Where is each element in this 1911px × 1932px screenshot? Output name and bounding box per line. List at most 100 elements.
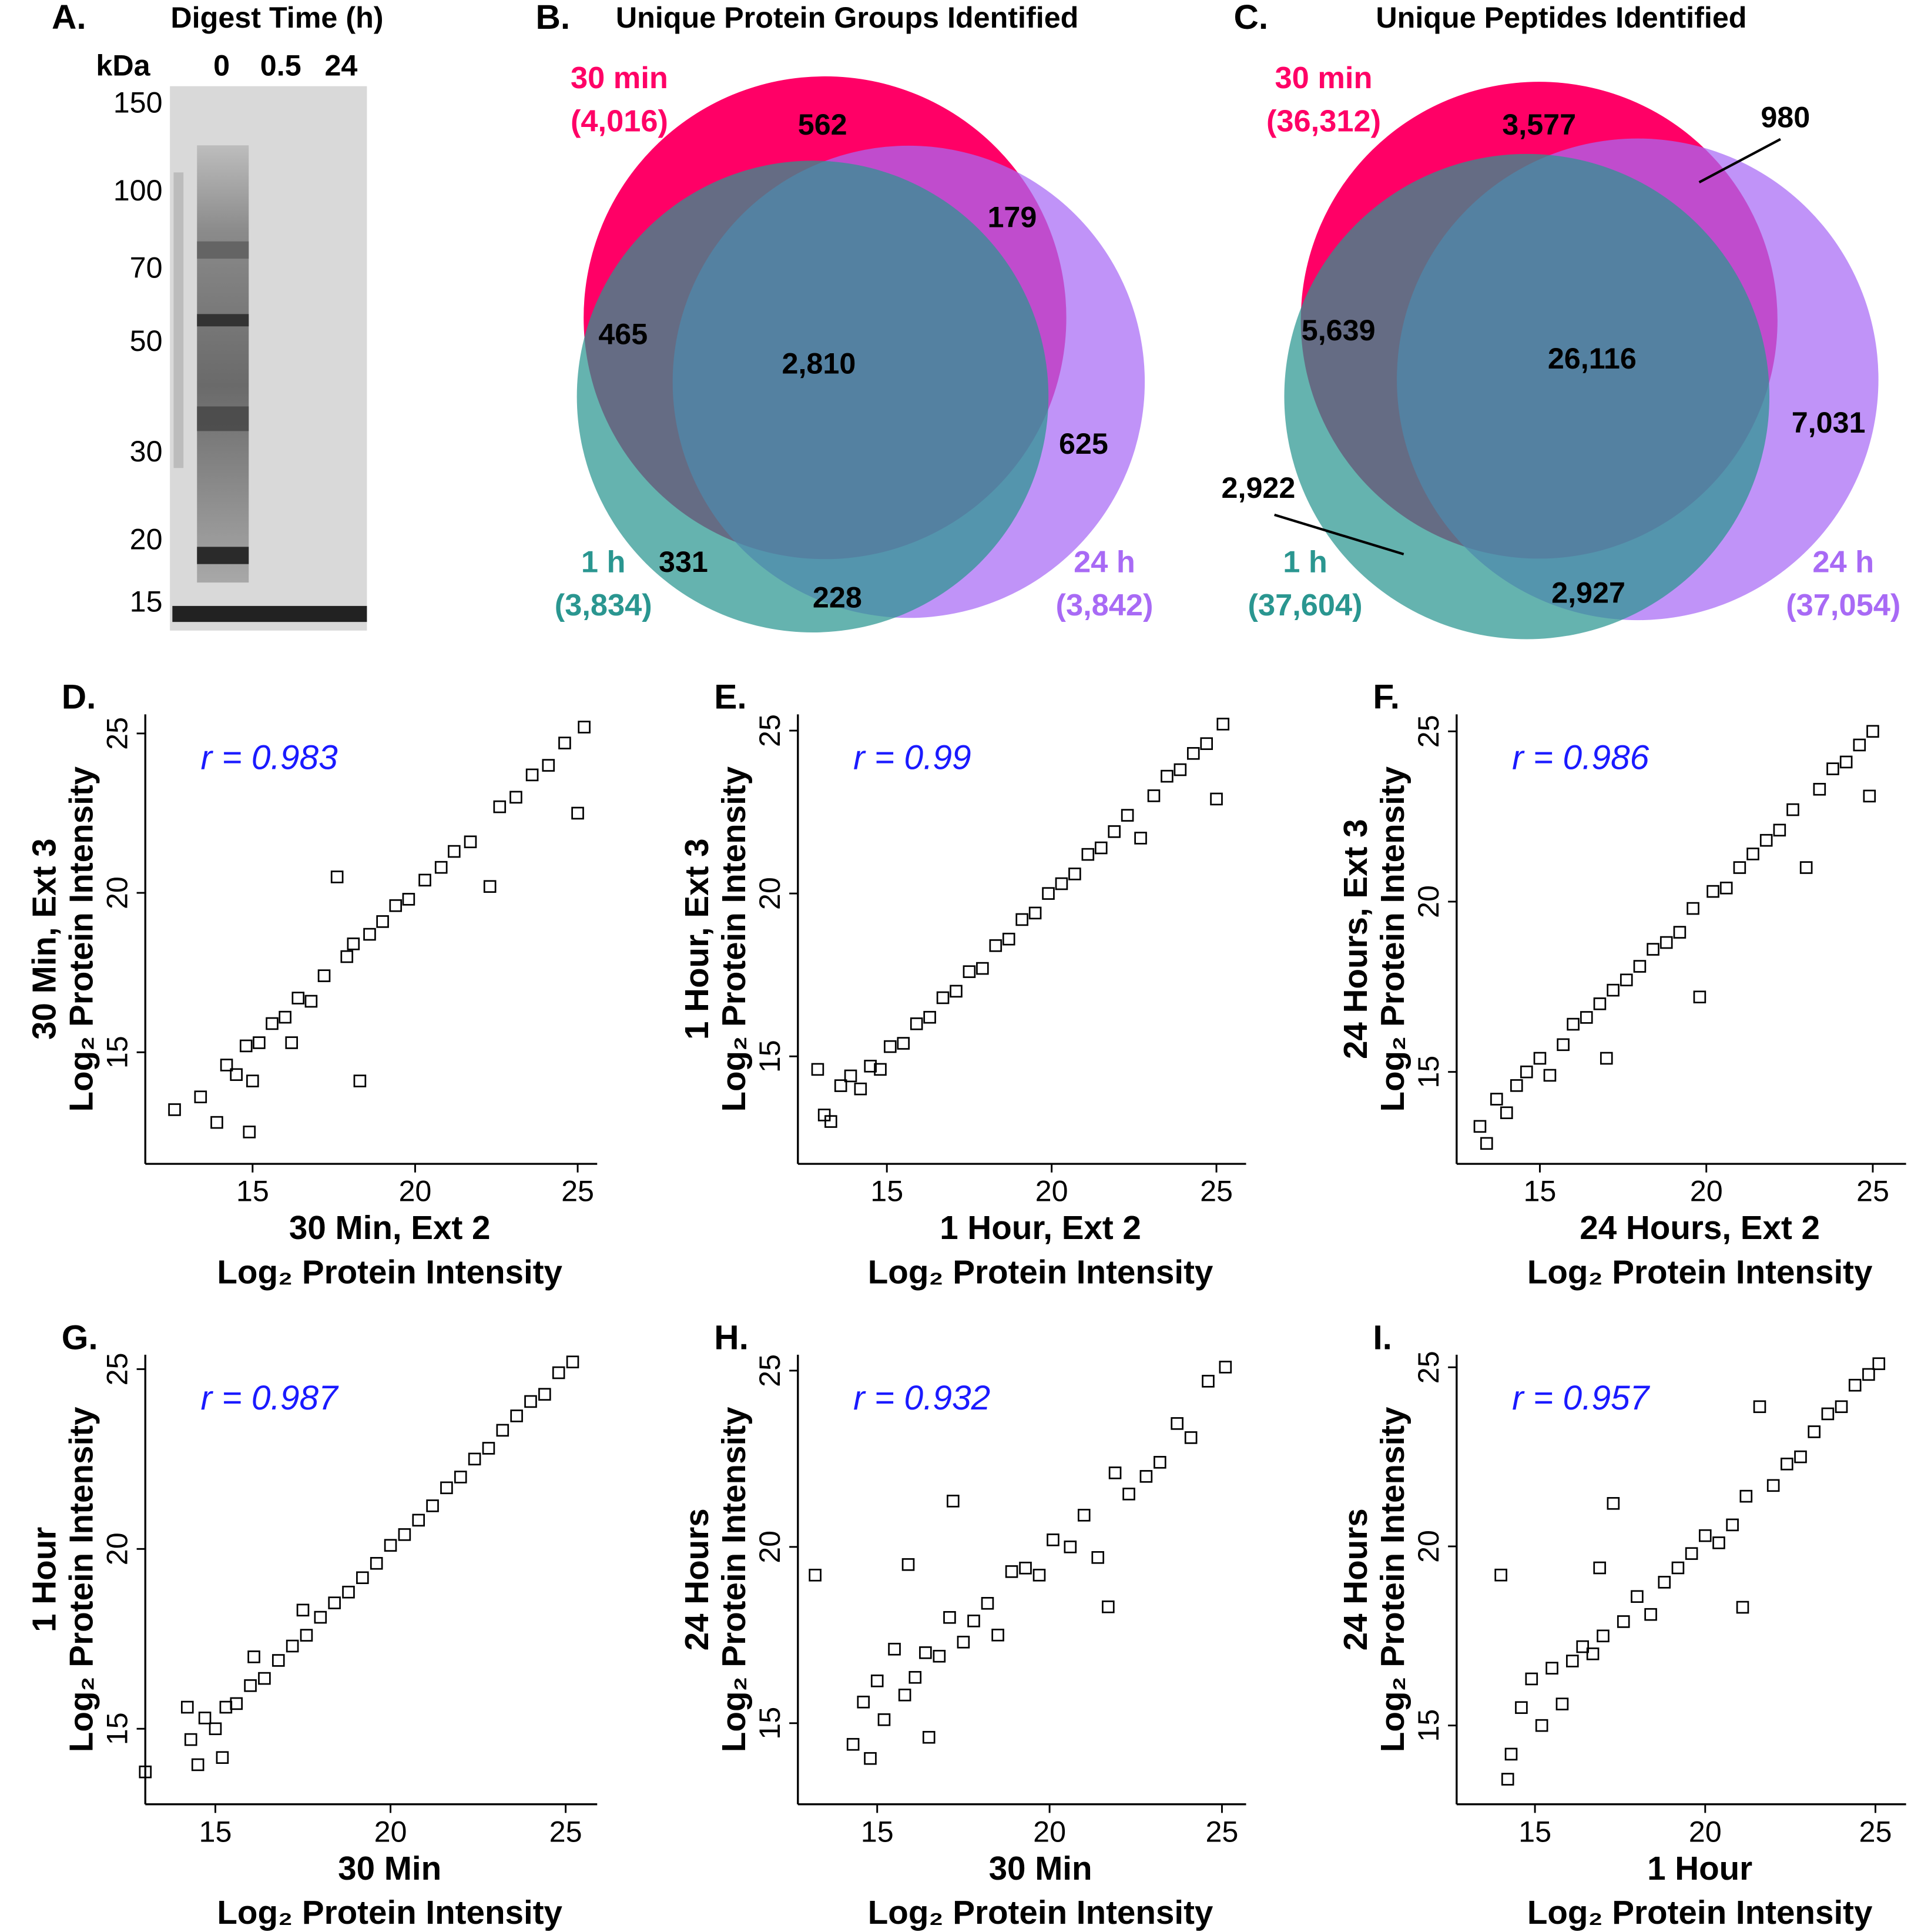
y-tick-label: 15 (1412, 1709, 1445, 1742)
point (1510, 1079, 1523, 1092)
x-axis-label: 24 Hours, Ext 2 (1580, 1209, 1820, 1246)
y-tick-label: 15 (100, 1036, 134, 1069)
point (426, 1499, 439, 1512)
x-tick-label: 25 (1859, 1814, 1892, 1848)
set-size-label: (4,016) (571, 104, 668, 138)
point (1147, 789, 1161, 802)
region-label: 3,577 (1502, 108, 1576, 141)
point (578, 721, 591, 734)
point (496, 1424, 509, 1437)
point (1533, 1052, 1547, 1065)
point (947, 1495, 960, 1508)
point (1200, 737, 1213, 750)
point (363, 928, 376, 941)
x-axis-label: Log₂ Protein Intensity (868, 1894, 1213, 1931)
point (1042, 887, 1055, 900)
point (1216, 718, 1230, 731)
point (1647, 943, 1659, 956)
y-tick-label: 25 (100, 717, 134, 750)
gel-band (172, 605, 367, 622)
point (434, 860, 448, 874)
point (910, 1017, 923, 1030)
point (989, 939, 1003, 952)
point (901, 1558, 915, 1571)
point (943, 1610, 956, 1624)
point (1501, 1773, 1514, 1786)
region-label: 228 (813, 581, 862, 614)
point (296, 1603, 310, 1617)
annotation: r = 0.983 (201, 738, 338, 776)
point (464, 835, 477, 849)
point (854, 1082, 867, 1096)
point (936, 991, 950, 1004)
x-tick-label: 25 (1200, 1174, 1233, 1208)
point (1543, 1069, 1557, 1082)
point (1794, 1450, 1807, 1464)
gel-band (197, 547, 249, 564)
point (1108, 1466, 1122, 1479)
y-tick-label: 15 (1412, 1056, 1445, 1089)
point (888, 1642, 901, 1656)
point (1839, 755, 1853, 769)
point (923, 1010, 936, 1024)
set-size-label: (36,312) (1266, 104, 1381, 138)
region-label: 625 (1059, 427, 1108, 460)
point (258, 1672, 271, 1685)
point (811, 1063, 824, 1076)
point (897, 1037, 910, 1050)
point (991, 1628, 1004, 1642)
point (1848, 1378, 1862, 1392)
point (957, 1635, 970, 1649)
point (1600, 1052, 1613, 1065)
point (1520, 1065, 1533, 1079)
lane-label: 0.5 (260, 49, 301, 82)
point (1535, 1719, 1548, 1732)
point (1064, 1541, 1077, 1553)
leader-line (1698, 138, 1781, 183)
point (558, 736, 571, 749)
point (328, 1596, 341, 1609)
x-axis-label: 1 Hour (1647, 1850, 1752, 1887)
point (857, 1695, 870, 1709)
y-tick-label: 25 (1412, 1351, 1445, 1384)
point (314, 1610, 327, 1624)
y-tick-label: 25 (753, 1354, 786, 1387)
point (1202, 1375, 1215, 1388)
point (1174, 763, 1187, 776)
set-size-label: (37,604) (1248, 588, 1363, 622)
point (239, 1039, 253, 1053)
chart-title: Digest Time (h) (170, 1, 383, 34)
point (317, 969, 331, 982)
point (963, 965, 976, 978)
y-tick-label: 15 (753, 1040, 786, 1073)
point (1002, 932, 1015, 946)
point (542, 759, 555, 772)
x-tick-label: 20 (1690, 1174, 1723, 1208)
region-label: 179 (987, 200, 1037, 233)
panel-label: D. (62, 678, 96, 716)
point (809, 1569, 822, 1582)
point (1494, 1568, 1507, 1582)
point (1068, 868, 1081, 880)
y-tick-label: 25 (1412, 715, 1445, 748)
y-axis-label: Log₂ Protein Intensity (1374, 766, 1411, 1111)
point (191, 1758, 204, 1772)
y-axis-label: 24 Hours (678, 1508, 715, 1650)
point (1219, 1361, 1232, 1374)
y-tick-label: 20 (753, 1531, 786, 1563)
point (1186, 747, 1200, 760)
point (1693, 990, 1707, 1004)
point (1853, 738, 1866, 752)
point (922, 1730, 936, 1744)
set-size-label: (37,054) (1786, 588, 1900, 622)
point (448, 845, 461, 858)
x-axis-label: 30 Min (338, 1850, 441, 1887)
point (1005, 1565, 1018, 1578)
point (1586, 1647, 1600, 1660)
x-tick-label: 20 (374, 1814, 407, 1848)
point (1055, 877, 1068, 890)
point (976, 962, 989, 975)
set-label: 1 h (1283, 545, 1327, 580)
point (184, 1733, 197, 1746)
